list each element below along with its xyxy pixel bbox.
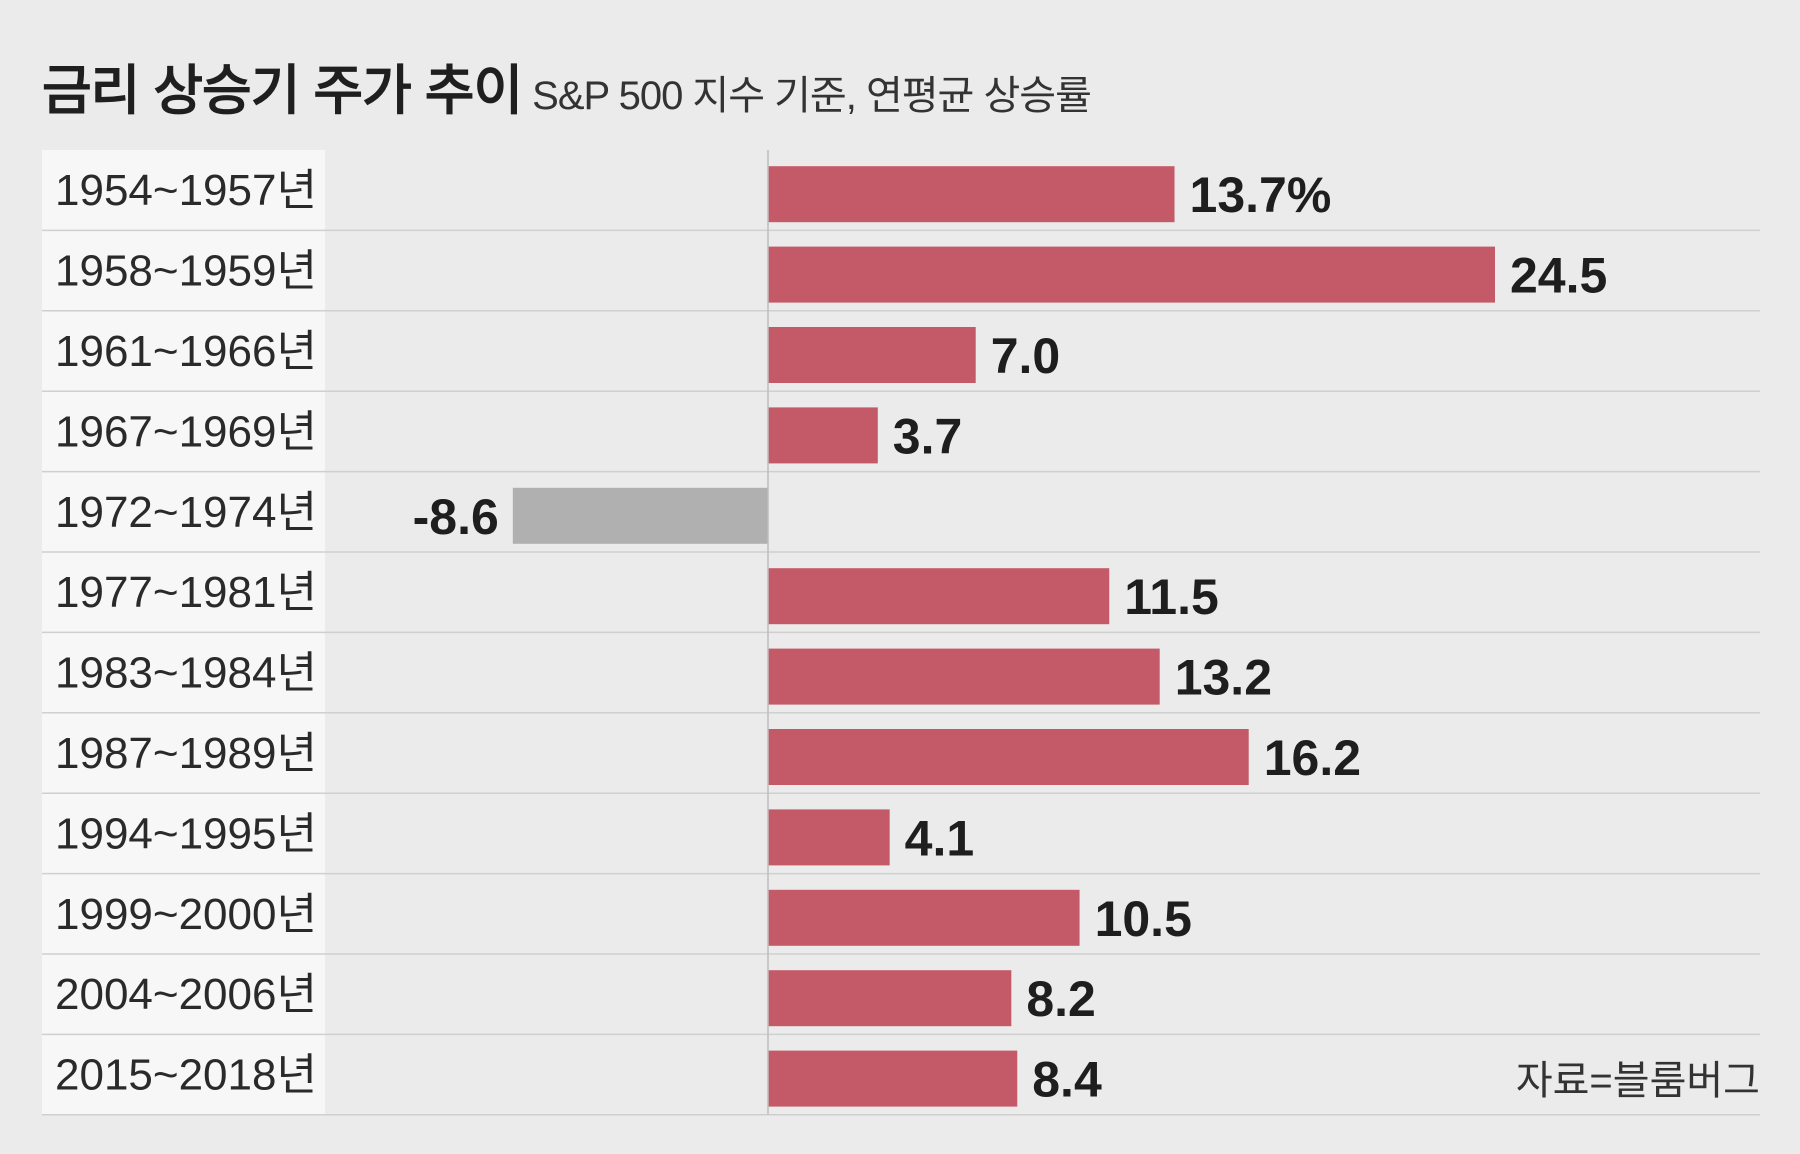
category-label: 2004~2006년 bbox=[55, 970, 317, 1019]
value-label: 13.7% bbox=[1190, 167, 1332, 223]
category-label: 1954~1957년 bbox=[55, 166, 317, 215]
value-label: 7.0 bbox=[991, 328, 1061, 384]
bar bbox=[768, 327, 976, 383]
value-label: 11.5 bbox=[1124, 569, 1219, 625]
category-label: 1994~1995년 bbox=[55, 809, 317, 858]
value-label: 13.2 bbox=[1175, 650, 1272, 706]
bar bbox=[768, 809, 890, 866]
value-label: 4.1 bbox=[905, 810, 975, 866]
value-label: 8.4 bbox=[1032, 1052, 1102, 1108]
bar bbox=[768, 166, 1175, 223]
category-label: 1999~2000년 bbox=[55, 890, 317, 939]
bar bbox=[768, 246, 1495, 303]
category-label: 1967~1969년 bbox=[55, 407, 317, 456]
value-label: 16.2 bbox=[1264, 730, 1361, 786]
chart-title: 금리 상승기 주가 추이 bbox=[42, 61, 523, 121]
category-label: 1972~1974년 bbox=[55, 488, 317, 537]
bar bbox=[768, 648, 1160, 705]
source-note: 자료=블룸버그 bbox=[1515, 1059, 1760, 1103]
category-label: 2015~2018년 bbox=[55, 1051, 317, 1100]
bar bbox=[768, 889, 1080, 946]
bar bbox=[768, 729, 1249, 785]
chart-header: 금리 상승기 주가 추이 S&P 500 지수 기준, 연평균 상승률 bbox=[42, 46, 1092, 125]
value-label: 3.7 bbox=[893, 408, 963, 464]
value-label: 8.2 bbox=[1026, 971, 1096, 1027]
chart-subtitle: S&P 500 지수 기준, 연평균 상승률 bbox=[532, 74, 1092, 118]
bar bbox=[768, 970, 1012, 1027]
category-label: 1958~1959년 bbox=[55, 247, 317, 296]
bar bbox=[512, 487, 768, 544]
category-label: 1961~1966년 bbox=[55, 327, 317, 376]
category-label: 1987~1989년 bbox=[55, 729, 317, 778]
bar bbox=[768, 568, 1110, 625]
value-label: 24.5 bbox=[1510, 248, 1607, 304]
bar bbox=[768, 1050, 1018, 1107]
bar bbox=[768, 407, 878, 464]
value-label: 10.5 bbox=[1095, 891, 1192, 947]
category-label: 1977~1981년 bbox=[55, 568, 317, 617]
category-label: 1983~1984년 bbox=[55, 649, 317, 698]
value-label: -8.6 bbox=[413, 489, 499, 545]
